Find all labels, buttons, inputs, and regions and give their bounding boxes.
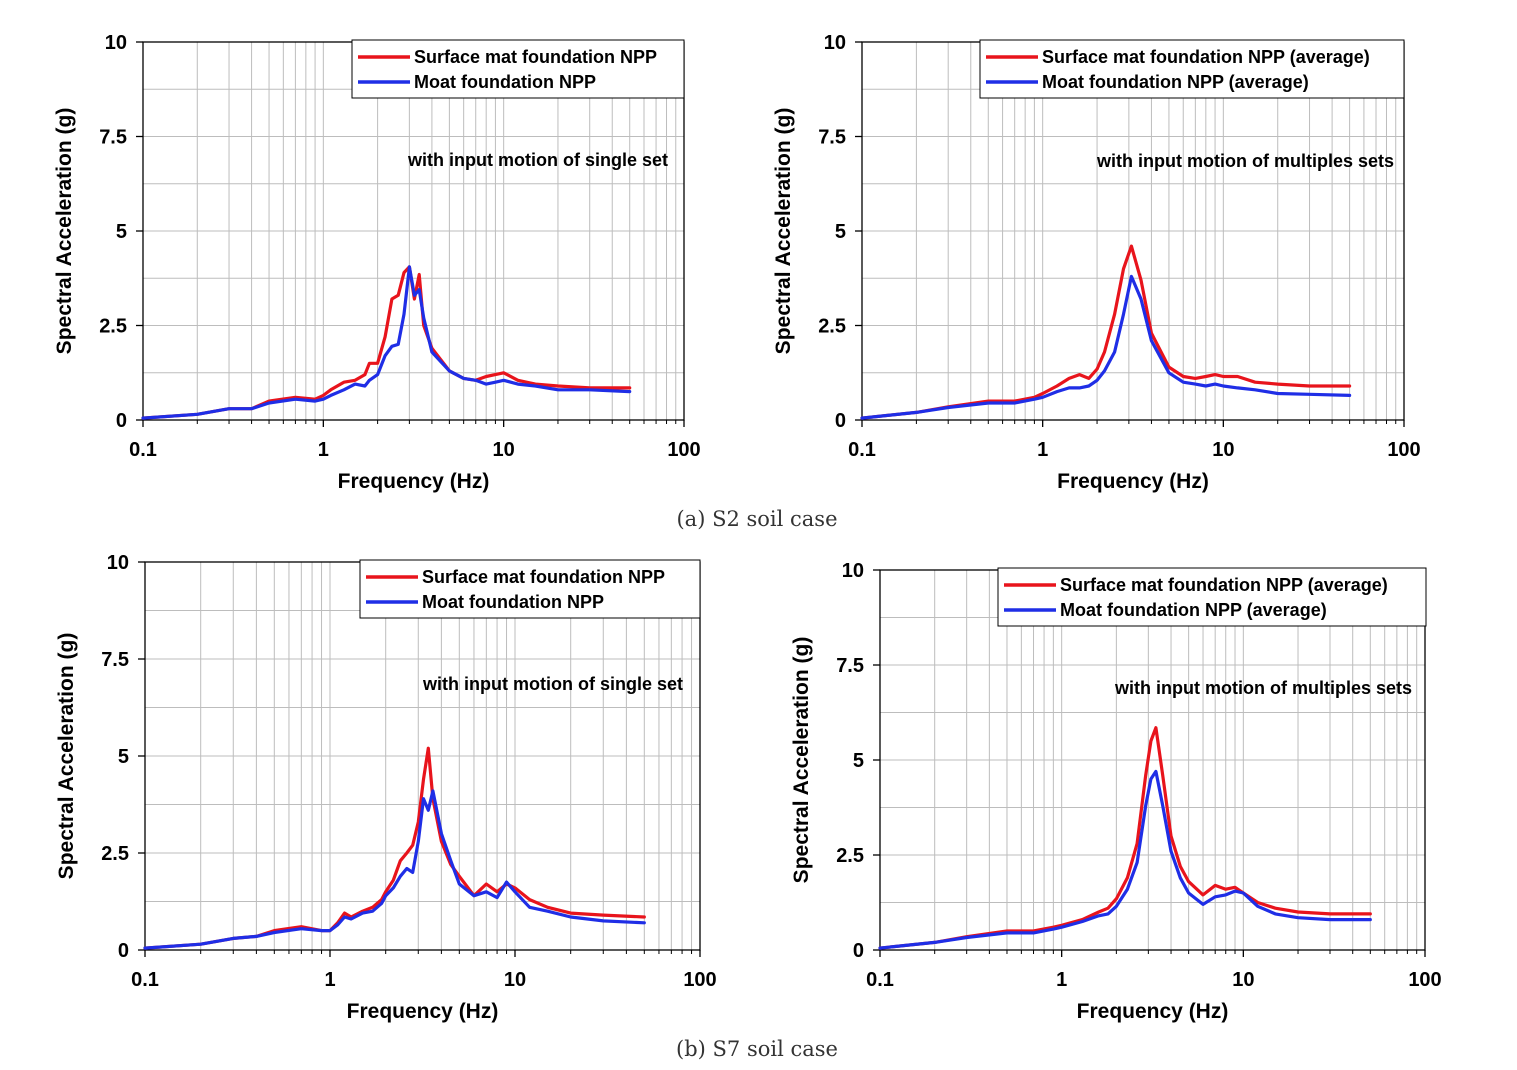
x-tick-label: 100 — [1387, 439, 1420, 461]
y-tick-label: 7.5 — [101, 649, 129, 671]
x-tick-label: 10 — [493, 439, 515, 461]
y-tick-label: 2.5 — [836, 845, 864, 867]
caption-a: (a) S2 soil case — [676, 507, 837, 531]
legend: Surface mat foundation NPP (average) Moat… — [997, 567, 1427, 627]
series-line-moat — [143, 789, 646, 950]
series-line-surface-mat — [878, 726, 1372, 950]
legend-entry: Surface mat foundation NPP — [414, 47, 657, 67]
legend-entry: Moat foundation NPP — [414, 72, 596, 92]
y-tick-label: 0 — [853, 940, 864, 962]
y-tick-label: 0 — [835, 410, 846, 432]
legend: Surface mat foundation NPP (average) Moat… — [979, 39, 1405, 99]
x-axis-label: Frequency (Hz) — [347, 1000, 499, 1023]
legend-box — [351, 39, 685, 99]
legend-box — [997, 567, 1427, 627]
y-tick-label: 5 — [118, 746, 129, 768]
chart-panel-a-right: 0 2.5 5 7.5 10 0.1 1 10 100 Frequency (Hz) Spectra… — [772, 32, 1421, 493]
x-axis-label: Frequency (Hz) — [1077, 1000, 1229, 1023]
x-tick-label: 0.1 — [866, 969, 894, 991]
x-axis-label: Frequency (Hz) — [1057, 470, 1209, 493]
y-axis-label: Spectral Acceleration (g) — [53, 108, 76, 355]
x-tick-label: 10 — [1212, 439, 1234, 461]
chart-annotation: with input motion of single set — [407, 150, 668, 170]
y-tick-label: 10 — [824, 32, 846, 54]
y-tick-label: 0 — [116, 410, 127, 432]
y-tick-label: 2.5 — [99, 316, 127, 338]
y-tick-label: 2.5 — [101, 843, 129, 865]
series-line-moat — [878, 769, 1372, 950]
x-tick-label: 0.1 — [129, 439, 157, 461]
y-axis-label: Spectral Acceleration (g) — [772, 108, 795, 355]
legend: Surface mat foundation NPP Moat foundatio… — [351, 39, 685, 99]
legend-entry: Surface mat foundation NPP — [422, 567, 665, 587]
legend-box — [979, 39, 1405, 99]
x-tick-label: 10 — [504, 969, 526, 991]
legend-entry: Moat foundation NPP — [422, 592, 604, 612]
y-tick-label: 10 — [105, 32, 127, 54]
x-axis-label: Frequency (Hz) — [338, 470, 490, 493]
x-tick-label: 100 — [683, 969, 716, 991]
x-tick-label: 1 — [324, 969, 335, 991]
y-tick-label: 2.5 — [818, 316, 846, 338]
series-line-surface-mat — [860, 244, 1352, 420]
caption-b: (b) S7 soil case — [676, 1037, 838, 1061]
y-tick-label: 10 — [107, 552, 129, 574]
series-line-moat — [860, 274, 1352, 420]
series-line-moat — [141, 265, 632, 420]
x-tick-label: 1 — [1037, 439, 1048, 461]
x-tick-label: 1 — [318, 439, 329, 461]
y-tick-label: 7.5 — [836, 655, 864, 677]
y-tick-label: 5 — [116, 221, 127, 243]
legend-entry: Surface mat foundation NPP (average) — [1042, 47, 1370, 67]
x-tick-label: 0.1 — [848, 439, 876, 461]
y-axis-label: Spectral Acceleration (g) — [790, 637, 813, 884]
legend-box — [359, 559, 701, 619]
x-tick-label: 100 — [1408, 969, 1441, 991]
legend-entry: Moat foundation NPP (average) — [1060, 600, 1327, 620]
chart-annotation: with input motion of single set — [422, 674, 683, 694]
y-axis-label: Spectral Acceleration (g) — [55, 633, 78, 880]
chart-annotation: with input motion of multiples sets — [1096, 151, 1394, 171]
series-line-surface-mat — [141, 265, 632, 420]
x-tick-label: 0.1 — [131, 969, 159, 991]
y-tick-label: 5 — [853, 750, 864, 772]
chart-panel-b-left: 0 2.5 5 7.5 10 0.1 1 10 100 Frequency (Hz) Spectra… — [55, 552, 717, 1023]
y-tick-label: 5 — [835, 221, 846, 243]
y-tick-label: 10 — [842, 560, 864, 582]
y-tick-label: 0 — [118, 940, 129, 962]
chart-panel-b-right: 0 2.5 5 7.5 10 0.1 1 10 100 Frequency (Hz) Spectra… — [790, 560, 1442, 1023]
legend-entry: Surface mat foundation NPP (average) — [1060, 575, 1388, 595]
chart-panel-a-left: 0 2.5 5 7.5 10 0.1 1 10 100 Frequency (Hz) Spectra… — [53, 32, 701, 493]
legend: Surface mat foundation NPP Moat foundatio… — [359, 559, 701, 619]
y-tick-label: 7.5 — [818, 127, 846, 149]
y-tick-label: 7.5 — [99, 127, 127, 149]
x-tick-label: 10 — [1232, 969, 1254, 991]
x-tick-label: 1 — [1056, 969, 1067, 991]
x-tick-label: 100 — [667, 439, 700, 461]
chart-annotation: with input motion of multiples sets — [1114, 678, 1412, 698]
legend-entry: Moat foundation NPP (average) — [1042, 72, 1309, 92]
